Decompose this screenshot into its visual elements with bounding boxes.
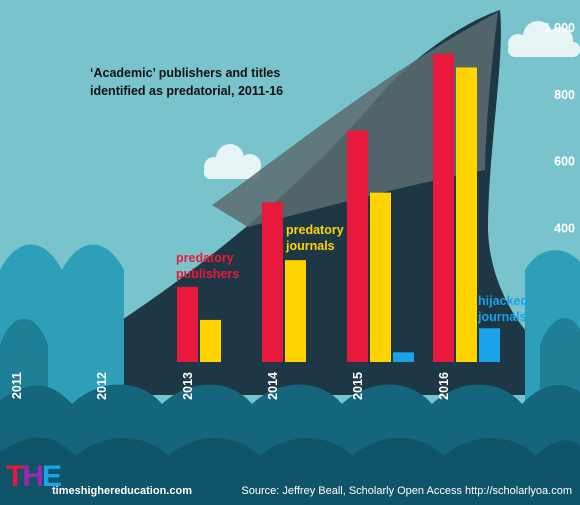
x-tick-label: 2012 <box>95 372 109 400</box>
annotation-predatory-journals: predatory journals <box>285 223 344 253</box>
y-tick-label: 800 <box>554 88 575 102</box>
wave-front-2 <box>0 437 580 505</box>
bar-predatory-publishers-2015 <box>347 130 368 362</box>
bar-predatory-journals-2014 <box>285 260 306 362</box>
clouds <box>204 21 580 179</box>
annotation-text: predatory <box>176 251 234 265</box>
cloud-right <box>508 21 580 57</box>
chart-title-line-1: ‘Academic’ publishers and titles <box>90 66 280 80</box>
shark-fin-highlight <box>212 12 498 227</box>
chart-title-line-2: identified as predatorial, 2011-16 <box>90 84 283 98</box>
logo-letter: H <box>22 460 44 493</box>
annotation-text: journals <box>285 239 335 253</box>
bar-predatory-journals-2013 <box>200 319 221 362</box>
x-tick-label: 2015 <box>351 372 365 400</box>
cloud-left <box>204 144 261 179</box>
annotation-hijacked-journals: hijacked journals <box>477 294 528 324</box>
bar-predatory-journals-2015 <box>370 192 391 362</box>
x-axis: 2011 2012 2013 2014 2015 2016 <box>10 372 451 400</box>
y-tick-label: 400 <box>554 221 575 235</box>
site-url: timeshighereducation.com <box>52 485 192 497</box>
bar-predatory-publishers-2016 <box>433 53 454 363</box>
x-tick-label: 2016 <box>437 372 451 400</box>
annotation-text: predatory <box>286 223 344 237</box>
y-tick-label: 1,000 <box>544 21 575 35</box>
annotation-text: hijacked <box>478 294 528 308</box>
source-credit: Source: Jeffrey Beall, Scholarly Open Ac… <box>241 485 572 497</box>
the-logo: THE <box>6 460 62 494</box>
annotation-predatory-publishers: predatory publishers <box>176 251 239 281</box>
annotation-text: publishers <box>176 267 239 281</box>
bar-predatory-publishers-2014 <box>262 202 283 362</box>
logo-letter: T <box>6 460 24 493</box>
bars <box>6 53 500 363</box>
bar-predatory-journals-2016 <box>456 67 477 363</box>
x-tick-label: 2014 <box>266 372 280 400</box>
bar-hijacked-journals-2015 <box>393 352 414 362</box>
annotation-text: journals <box>477 310 527 324</box>
x-tick-label: 2013 <box>181 372 195 400</box>
x-tick-label: 2011 <box>10 372 24 399</box>
y-tick-label: 600 <box>554 155 575 169</box>
bar-hijacked-journals-2016 <box>479 328 500 362</box>
bar-predatory-publishers-2013 <box>177 286 198 362</box>
logo-letter: E <box>42 460 62 493</box>
